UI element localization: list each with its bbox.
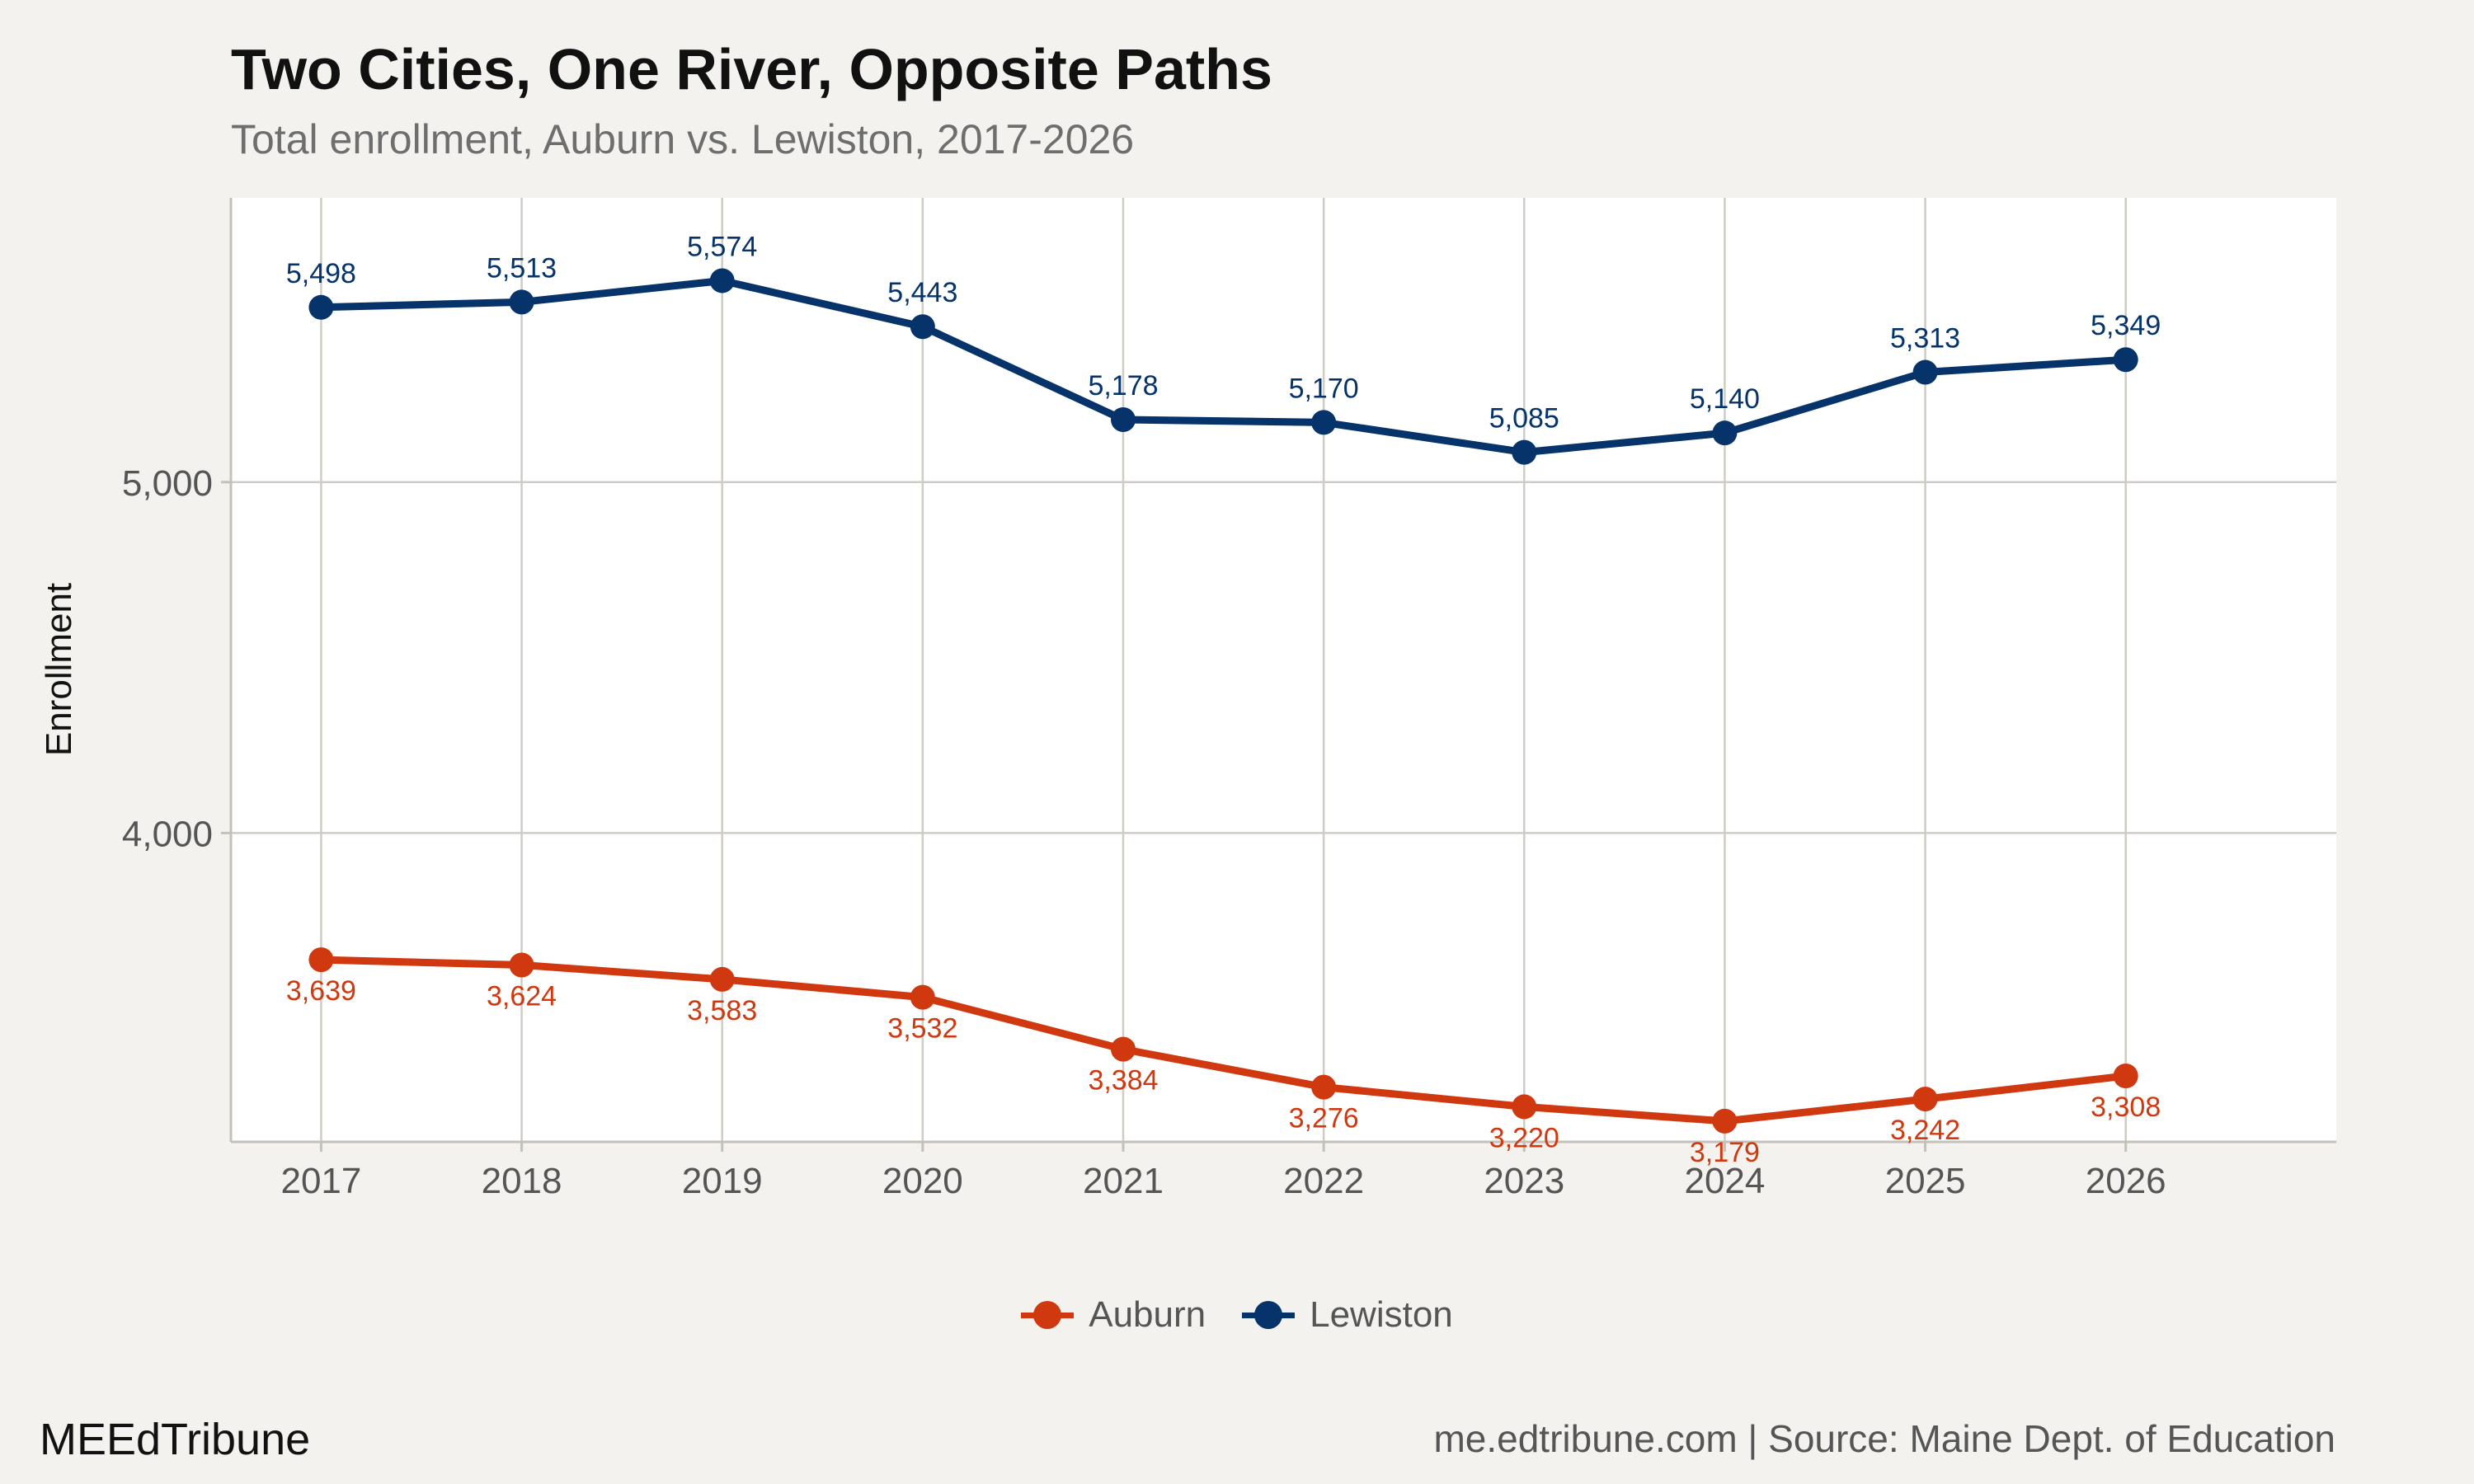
data-label-auburn: 3,639 [286, 975, 356, 1007]
x-tick-label: 2021 [1083, 1161, 1164, 1201]
plot-panel [231, 198, 2336, 1142]
data-label-auburn: 3,220 [1489, 1122, 1559, 1153]
legend-item-auburn[interactable]: Auburn [1021, 1294, 1206, 1336]
data-point-lewiston[interactable] [1110, 407, 1136, 433]
data-point-auburn[interactable] [509, 952, 534, 978]
data-point-auburn[interactable] [308, 947, 334, 973]
data-label-lewiston: 5,085 [1489, 403, 1559, 434]
data-label-auburn: 3,532 [887, 1013, 957, 1045]
tick-labels: 2017 2018 2019 2020 2021 2022 2023 2024 2025 2026… [122, 463, 2166, 1201]
series: 3,639 3,624 3,583 3,532 3,384 3,276 3,220 3,179… [286, 231, 2161, 1167]
data-point-auburn[interactable] [1110, 1036, 1136, 1062]
legend-label-auburn: Auburn [1089, 1294, 1206, 1335]
x-tick-label: 2019 [682, 1161, 763, 1201]
data-label-lewiston: 5,574 [687, 231, 757, 262]
data-label-lewiston: 5,313 [1890, 323, 1960, 355]
x-tick-label: 2026 [2086, 1161, 2166, 1201]
data-point-lewiston[interactable] [2113, 347, 2138, 373]
data-point-lewiston[interactable] [1311, 410, 1337, 435]
data-point-auburn[interactable] [709, 966, 735, 992]
data-label-lewiston: 5,443 [887, 277, 957, 308]
x-tick-label: 2024 [1684, 1161, 1765, 1201]
data-point-auburn[interactable] [1712, 1108, 1738, 1134]
x-tick-label: 2020 [882, 1161, 963, 1201]
data-label-lewiston: 5,140 [1690, 383, 1760, 415]
data-label-auburn: 3,384 [1088, 1065, 1158, 1097]
data-label-auburn: 3,179 [1690, 1137, 1760, 1168]
data-label-lewiston: 5,498 [286, 258, 356, 289]
data-point-auburn[interactable] [1311, 1074, 1337, 1100]
data-label-auburn: 3,242 [1890, 1115, 1960, 1146]
data-point-auburn[interactable] [1512, 1094, 1537, 1120]
chart-title: Two Cities, One River, Opposite Paths [231, 37, 1272, 101]
data-point-lewiston[interactable] [1712, 420, 1738, 446]
data-point-lewiston[interactable] [308, 294, 334, 320]
x-tick-label: 2017 [280, 1161, 361, 1201]
chart-subtitle: Total enrollment, Auburn vs. Lewiston, 2… [231, 116, 1135, 162]
data-label-auburn: 3,624 [487, 980, 557, 1012]
data-label-auburn: 3,308 [2091, 1092, 2161, 1123]
legend-key-auburn [1021, 1298, 1075, 1331]
data-label-auburn: 3,276 [1289, 1103, 1359, 1134]
x-tick-label: 2022 [1283, 1161, 1364, 1201]
data-point-auburn[interactable] [1912, 1087, 1938, 1112]
data-point-auburn[interactable] [910, 984, 935, 1010]
data-label-lewiston: 5,170 [1289, 373, 1359, 404]
data-label-auburn: 3,583 [687, 995, 757, 1026]
series-line-auburn [317, 956, 2130, 1125]
legend-key-lewiston [1242, 1298, 1296, 1331]
x-tick-label: 2018 [482, 1161, 562, 1201]
axes [229, 198, 2336, 1144]
legend-label-lewiston: Lewiston [1310, 1294, 1453, 1335]
data-point-lewiston[interactable] [1512, 439, 1537, 465]
data-point-lewiston[interactable] [1912, 359, 1938, 385]
data-label-lewiston: 5,513 [487, 252, 557, 284]
x-tick-label: 2023 [1484, 1161, 1564, 1201]
y-tick-label: 5,000 [122, 463, 213, 504]
data-label-lewiston: 5,178 [1088, 370, 1158, 402]
brand-name: MEEdTribune [40, 1415, 311, 1464]
series-lewiston: 5,498 5,513 5,574 5,443 5,178 5,170 5,085 5,140… [286, 231, 2161, 465]
legend-item-lewiston[interactable]: Lewiston [1242, 1294, 1453, 1336]
y-tick-label: 4,000 [122, 814, 213, 854]
grid-lines [231, 198, 2336, 1142]
data-point-auburn[interactable] [2113, 1063, 2138, 1088]
data-label-lewiston: 5,349 [2091, 310, 2161, 341]
series-line-lewiston [317, 277, 2130, 457]
legend: Auburn Lewiston [0, 1294, 2474, 1336]
data-point-lewiston[interactable] [509, 289, 534, 315]
data-point-lewiston[interactable] [910, 314, 935, 340]
source-note: me.edtribune.com | Source: Maine Dept. o… [1433, 1417, 2335, 1460]
data-point-lewiston[interactable] [709, 268, 735, 294]
y-axis-label: Enrollment [39, 583, 79, 756]
x-tick-label: 2025 [1885, 1161, 1966, 1201]
series-auburn: 3,639 3,624 3,583 3,532 3,384 3,276 3,220 3,179… [286, 947, 2161, 1168]
